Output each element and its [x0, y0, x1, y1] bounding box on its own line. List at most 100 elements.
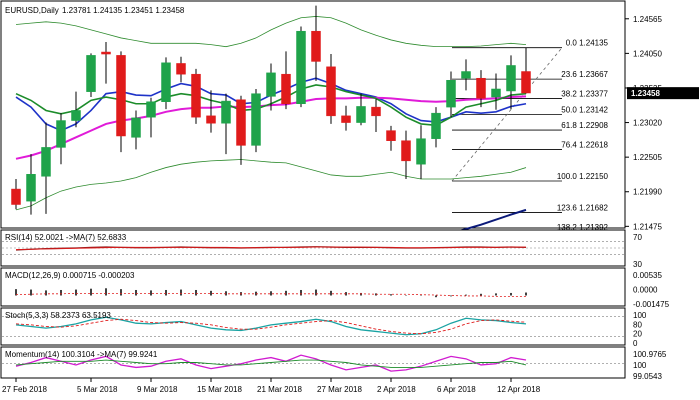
candle-body	[356, 106, 366, 123]
price-tick-label: 1.21475	[633, 222, 662, 231]
candle	[461, 59, 471, 91]
date-tick-label: 9 Mar 2018	[137, 385, 178, 394]
indicator-pane: RSI(14) 52.0021 ->MA(7) 52.6833 70 30	[0, 229, 642, 269]
candle-body	[161, 62, 171, 102]
candle	[401, 130, 411, 179]
indicator-pane: MACD(12,26,9) 0.000715 -0.000203 0.00535 0…	[0, 267, 670, 309]
indicator-title: Momentum(14) 100.3104 ->MA(7) 99.9241	[5, 350, 158, 359]
indicator-series-line	[15, 354, 527, 372]
indicator-tick-label: 0	[633, 339, 638, 348]
candle	[371, 99, 381, 132]
date-tick-label: 2 Apr 2018	[377, 385, 416, 394]
indicator-tick-label: 100.9765	[633, 350, 667, 359]
candle	[296, 26, 306, 108]
candle	[11, 178, 21, 210]
candle-body	[326, 66, 336, 117]
candle	[506, 55, 516, 110]
fibonacci-retracement[interactable]: 0.0 1.24135 23.6 1.23667 38.2 1.23377 50.0 …	[451, 39, 609, 233]
candle	[116, 51, 126, 153]
candle-body	[26, 174, 36, 202]
candle-body	[386, 130, 396, 141]
date-tick-label: 12 Apr 2018	[497, 385, 541, 394]
candle-body	[476, 77, 486, 99]
fib-level-text: 38.2 1.23377	[561, 90, 608, 99]
candle	[521, 48, 531, 94]
indicator-tick-label: 20	[633, 330, 642, 339]
candle-body	[296, 30, 306, 105]
indicator-tick-label: 70	[633, 233, 642, 242]
candle-body	[191, 73, 201, 118]
candle-body	[251, 93, 261, 146]
candle-body	[446, 79, 456, 108]
candle	[176, 56, 186, 83]
candle	[221, 93, 231, 155]
fib-level-text: 23.6 1.23667	[561, 70, 608, 79]
indicator-series-line	[15, 318, 527, 335]
candle	[71, 91, 81, 128]
candle	[131, 110, 141, 150]
candle-body	[401, 140, 411, 162]
price-tick-label: 1.21990	[633, 188, 662, 197]
date-tick-label: 6 Apr 2018	[437, 385, 476, 394]
candle-body	[521, 71, 531, 94]
indicator-panes: RSI(14) 52.0021 ->MA(7) 52.6833 7030MACD(…	[0, 229, 670, 381]
price-tick-label: 1.24565	[633, 15, 662, 24]
current-price-marker	[627, 87, 699, 100]
date-tick-label: 15 Mar 2018	[197, 385, 242, 394]
candle	[416, 125, 426, 179]
candle-body	[206, 115, 216, 124]
indicator-tick-label: 100	[633, 311, 647, 320]
candle	[341, 105, 351, 131]
indicator-frame	[0, 307, 626, 346]
candle	[281, 51, 291, 110]
fib-level-text: 123.6 1.21682	[557, 203, 609, 212]
candle	[26, 154, 36, 215]
candle	[491, 73, 501, 110]
candle-body	[221, 100, 231, 124]
indicator-pane: Momentum(14) 100.3104 ->MA(7) 99.9241 100…	[0, 346, 667, 381]
candle-body	[491, 88, 501, 98]
candle-body	[146, 101, 156, 118]
indicator-tick-label: 80	[633, 320, 642, 329]
fib-level-text: 100.0 1.22150	[557, 172, 609, 181]
candle	[266, 63, 276, 111]
indicator-series-line	[15, 359, 527, 368]
current-price-label: 1.23458	[631, 89, 660, 98]
indicator-tick-label: 30	[633, 260, 642, 269]
candle	[326, 54, 336, 124]
fib-level-text: 76.4 1.22618	[561, 141, 608, 150]
indicator-series-line	[15, 246, 526, 251]
indicator-frame	[0, 346, 626, 379]
candle	[251, 88, 261, 153]
indicator-title: MACD(12,26,9) 0.000715 -0.000203	[5, 271, 135, 280]
candle	[56, 113, 66, 165]
candle	[236, 95, 246, 165]
candle-body	[56, 120, 66, 148]
candle	[356, 93, 366, 126]
overlay-bollinger_lower	[15, 159, 527, 211]
macd-signal-line	[15, 292, 526, 297]
indicator-tick-label: -0.001475	[633, 300, 670, 309]
indicator-tick-label: 100	[633, 361, 647, 370]
indicator-tick-label: 0.00535	[633, 271, 662, 280]
date-tick-label: 27 Feb 2018	[2, 385, 47, 394]
candle	[206, 90, 216, 133]
date-axis: 27 Feb 2018 5 Mar 2018 9 Mar 2018 15 Mar 20…	[2, 378, 541, 394]
candle-body	[71, 110, 81, 121]
fib-level-text: 61.8 1.22908	[561, 121, 608, 130]
date-tick-label: 5 Mar 2018	[77, 385, 118, 394]
candle-body	[116, 55, 126, 137]
fib-level-text: 138.2 1.21392	[557, 223, 609, 232]
candle	[41, 122, 51, 214]
candle-body	[281, 73, 291, 105]
chart-symbol: EURUSD,Daily	[5, 6, 59, 15]
ohlc-readout: 1.23781 1.24135 1.23451 1.23458	[62, 6, 185, 15]
fib-level-text: 50.0 1.23142	[561, 105, 608, 114]
candle-body	[416, 138, 426, 165]
date-tick-label: 21 Mar 2018	[257, 385, 302, 394]
price-axis: 1.245651.240501.235351.230201.225051.219…	[625, 15, 699, 231]
candle-body	[311, 30, 321, 62]
candle	[146, 97, 156, 138]
